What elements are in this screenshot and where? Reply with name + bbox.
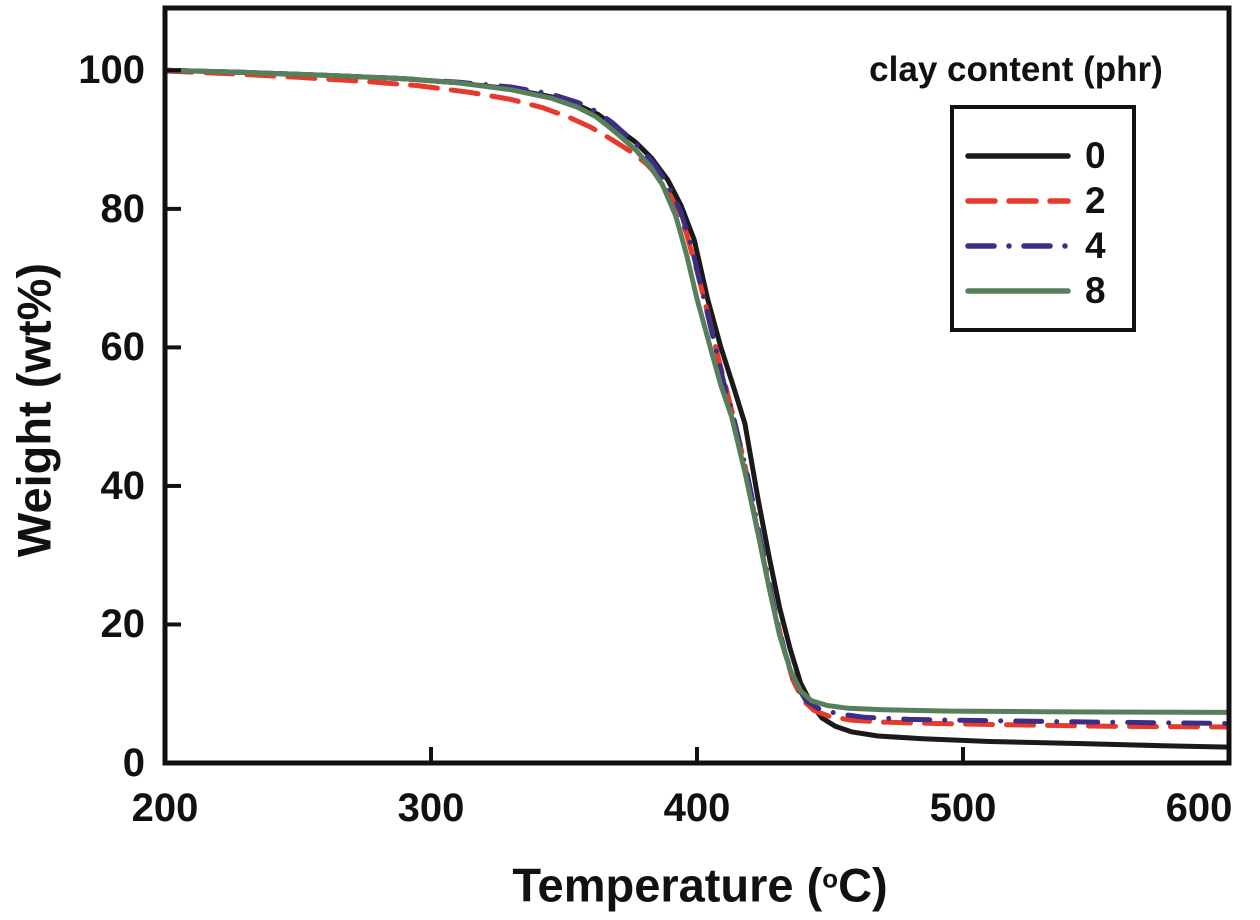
legend-entry-label: 2: [1085, 180, 1106, 221]
x-axis-title: Temperature (oC): [512, 858, 887, 913]
legend-entry-label: 8: [1085, 270, 1106, 311]
legend-title: clay content (phr): [869, 50, 1163, 89]
y-axis-title: Weight (wt%): [7, 262, 61, 558]
series-2-phr-curve: [162, 68, 1232, 730]
x-tick-label-200: 200: [131, 786, 199, 830]
y-tick-label-40: 40: [100, 463, 146, 508]
legend-line-sample-0-phr: [965, 153, 1071, 159]
axes-frame: [162, 5, 1232, 766]
x-tick-label-400: 400: [663, 786, 731, 830]
legend-entry-label: 0: [1085, 135, 1106, 176]
legend-entry-8-phr: 8: [964, 271, 1106, 311]
legend-entry-label: 4: [1085, 225, 1106, 266]
x-tick-label-600: 600: [1165, 786, 1233, 830]
series-4-phr-curve: [162, 67, 1232, 726]
x-tick-label-300: 300: [397, 786, 465, 830]
legend-line-sample-4-phr: [965, 243, 1071, 249]
y-tick-label-100: 100: [78, 48, 145, 93]
y-tick-label-60: 60: [100, 325, 146, 370]
y-tick-label-20: 20: [100, 602, 146, 647]
x-axis-title-text: Temperature (: [512, 858, 823, 912]
series-8-phr-curve: [162, 67, 1232, 715]
degree-symbol: o: [822, 865, 839, 894]
legend-entry-4-phr: 4: [964, 226, 1106, 266]
legend-line-sample-8-phr: [965, 288, 1071, 294]
legend-entry-0-phr: 0: [964, 136, 1106, 176]
y-tick-label-80: 80: [100, 186, 146, 231]
y-tick-label-0: 0: [122, 741, 145, 785]
x-axis-title-unit: C): [838, 858, 888, 912]
legend-line-sample-2-phr: [965, 198, 1071, 204]
x-tick-label-500: 500: [929, 786, 997, 830]
legend-entry-2-phr: 2: [964, 181, 1106, 221]
